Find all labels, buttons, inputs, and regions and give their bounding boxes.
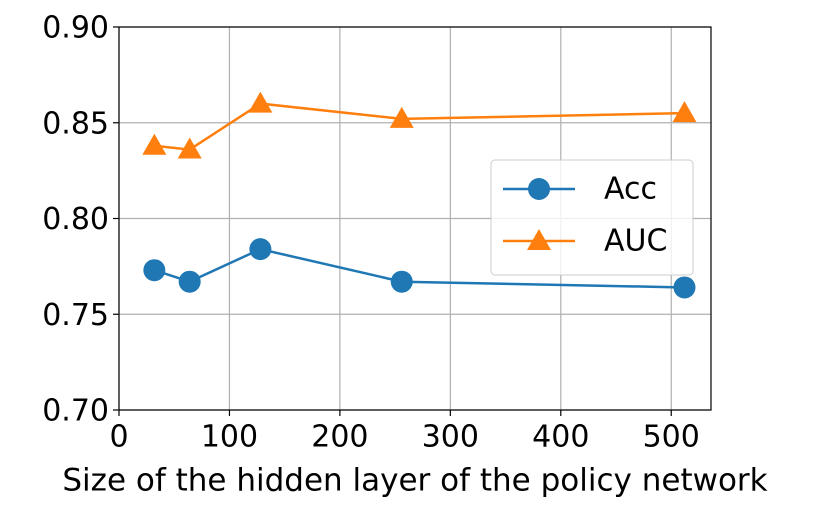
legend-marker (528, 178, 550, 200)
y-tick-label: 0.70 (42, 394, 109, 429)
x-tick-label: 300 (422, 420, 479, 455)
x-tick-label: 200 (311, 420, 368, 455)
legend-label: Acc (604, 172, 657, 207)
marker (672, 101, 697, 123)
marker (390, 270, 413, 293)
x-tick-label: 0 (109, 420, 128, 455)
series-line (154, 102, 685, 151)
x-axis-label: Size of the hidden layer of the policy n… (62, 463, 767, 499)
x-tick-label: 400 (532, 420, 589, 455)
marker (143, 259, 166, 282)
legend-marker (527, 229, 551, 250)
marker (673, 276, 696, 299)
y-tick-label: 0.90 (42, 11, 109, 46)
y-tick-label: 0.85 (42, 106, 109, 141)
marker (178, 270, 201, 293)
marker (248, 91, 273, 113)
y-tick-label: 0.75 (42, 298, 109, 333)
marker (249, 238, 272, 261)
marker (177, 137, 202, 159)
y-tick-label: 0.80 (42, 202, 109, 237)
legend-label: AUC (604, 224, 667, 259)
x-tick-label: 500 (643, 420, 700, 455)
marker (142, 133, 167, 155)
x-tick-label: 100 (201, 420, 258, 455)
marker (389, 106, 414, 128)
plot-frame (118, 26, 712, 411)
